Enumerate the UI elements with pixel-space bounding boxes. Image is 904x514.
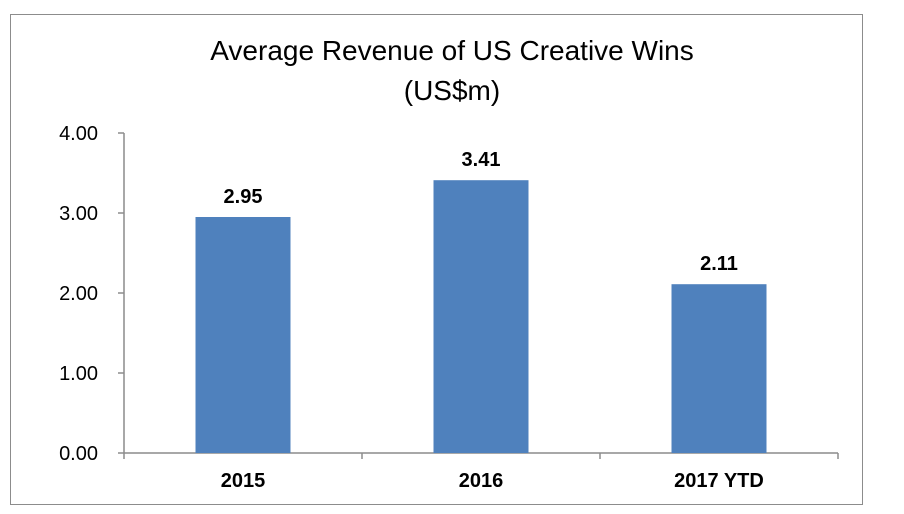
- y-tick-label: 2.00: [59, 283, 98, 305]
- data-label: 2.11: [700, 253, 738, 275]
- data-label: 3.41: [462, 149, 501, 171]
- x-tick-label: 2015: [221, 470, 266, 492]
- y-tick-label: 3.00: [59, 203, 98, 225]
- x-tick-label: 2016: [459, 470, 504, 492]
- y-tick-label: 4.00: [59, 123, 98, 145]
- x-tick-label: 2017 YTD: [674, 470, 764, 492]
- data-label: 2.95: [224, 186, 263, 208]
- chart-subtitle: (US$m): [403, 75, 501, 106]
- y-tick-label: 1.00: [59, 363, 98, 385]
- bar-2015: [195, 217, 291, 453]
- chart-title: Average Revenue of US Creative Wins: [210, 35, 694, 66]
- bar-2016: [433, 180, 529, 453]
- bar-2017-ytd: [671, 284, 767, 453]
- y-tick-label: 0.00: [59, 443, 98, 465]
